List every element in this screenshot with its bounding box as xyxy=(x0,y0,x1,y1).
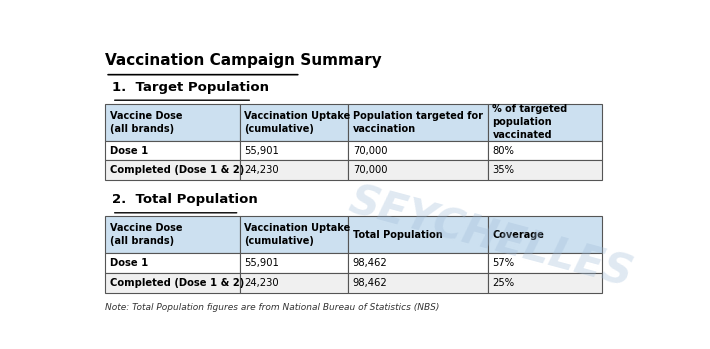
FancyBboxPatch shape xyxy=(240,216,349,253)
Text: Total Population: Total Population xyxy=(353,230,442,240)
FancyBboxPatch shape xyxy=(488,141,602,161)
Text: Dose 1: Dose 1 xyxy=(109,146,148,156)
FancyBboxPatch shape xyxy=(488,161,602,180)
FancyBboxPatch shape xyxy=(240,161,349,180)
FancyBboxPatch shape xyxy=(105,216,240,253)
Text: Completed (Dose 1 & 2): Completed (Dose 1 & 2) xyxy=(109,165,244,175)
Text: 98,462: 98,462 xyxy=(353,258,388,268)
Text: Vaccination Uptake
(cumulative): Vaccination Uptake (cumulative) xyxy=(244,111,351,134)
FancyBboxPatch shape xyxy=(349,273,488,292)
Text: 57%: 57% xyxy=(493,258,515,268)
FancyBboxPatch shape xyxy=(240,253,349,273)
Text: 55,901: 55,901 xyxy=(244,146,279,156)
FancyBboxPatch shape xyxy=(349,253,488,273)
FancyBboxPatch shape xyxy=(488,104,602,141)
FancyBboxPatch shape xyxy=(105,161,240,180)
Text: Vaccine Dose
(all brands): Vaccine Dose (all brands) xyxy=(109,111,182,134)
Text: 24,230: 24,230 xyxy=(244,165,279,175)
Text: Vaccination Uptake
(cumulative): Vaccination Uptake (cumulative) xyxy=(244,223,351,246)
Text: Coverage: Coverage xyxy=(493,230,545,240)
FancyBboxPatch shape xyxy=(240,104,349,141)
Text: SEYCHELLES: SEYCHELLES xyxy=(344,180,637,296)
Text: Dose 1: Dose 1 xyxy=(109,258,148,268)
FancyBboxPatch shape xyxy=(349,141,488,161)
FancyBboxPatch shape xyxy=(488,253,602,273)
Text: 1.  Target Population: 1. Target Population xyxy=(112,81,269,94)
Text: 98,462: 98,462 xyxy=(353,278,388,288)
FancyBboxPatch shape xyxy=(240,273,349,292)
FancyBboxPatch shape xyxy=(105,273,240,292)
Text: 2.  Total Population: 2. Total Population xyxy=(112,193,258,207)
FancyBboxPatch shape xyxy=(349,216,488,253)
FancyBboxPatch shape xyxy=(349,161,488,180)
Text: 55,901: 55,901 xyxy=(244,258,279,268)
FancyBboxPatch shape xyxy=(105,141,240,161)
Text: 24,230: 24,230 xyxy=(244,278,279,288)
FancyBboxPatch shape xyxy=(488,216,602,253)
FancyBboxPatch shape xyxy=(349,104,488,141)
Text: % of targeted
population
vaccinated: % of targeted population vaccinated xyxy=(493,104,568,140)
Text: Note: Total Population figures are from National Bureau of Statistics (NBS): Note: Total Population figures are from … xyxy=(105,303,439,312)
FancyBboxPatch shape xyxy=(105,253,240,273)
Text: 70,000: 70,000 xyxy=(353,146,387,156)
Text: Population targeted for
vaccination: Population targeted for vaccination xyxy=(353,111,483,134)
Text: 25%: 25% xyxy=(493,278,515,288)
Text: 35%: 35% xyxy=(493,165,515,175)
Text: 80%: 80% xyxy=(493,146,514,156)
FancyBboxPatch shape xyxy=(488,273,602,292)
FancyBboxPatch shape xyxy=(240,141,349,161)
Text: Completed (Dose 1 & 2): Completed (Dose 1 & 2) xyxy=(109,278,244,288)
Text: 70,000: 70,000 xyxy=(353,165,387,175)
Text: Vaccine Dose
(all brands): Vaccine Dose (all brands) xyxy=(109,223,182,246)
FancyBboxPatch shape xyxy=(105,104,240,141)
Text: Vaccination Campaign Summary: Vaccination Campaign Summary xyxy=(105,53,382,68)
